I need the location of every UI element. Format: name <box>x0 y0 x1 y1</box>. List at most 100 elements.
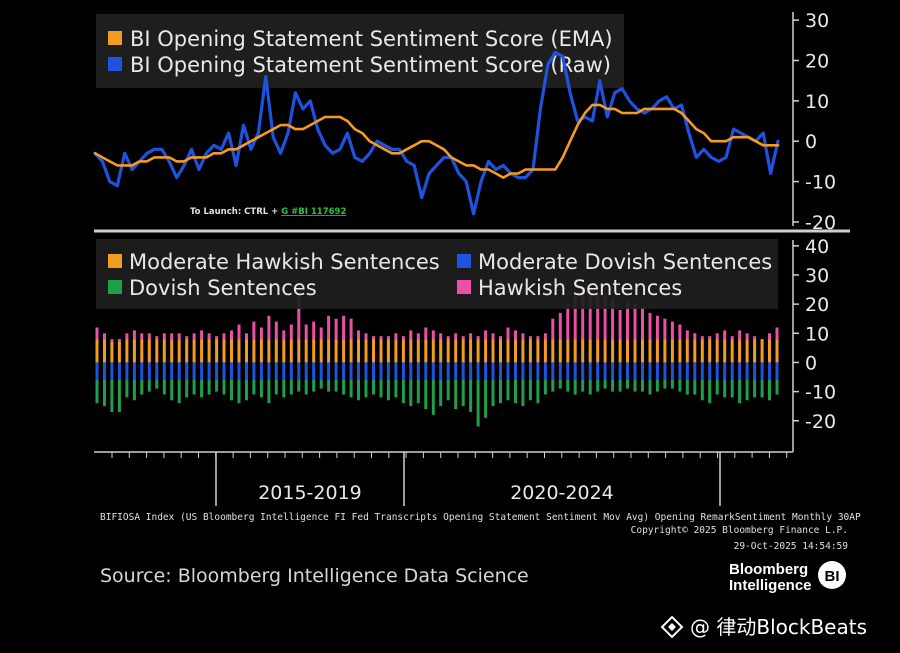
dovish-bar <box>155 379 159 389</box>
hawkish-bar <box>386 336 390 340</box>
moderate-dovish-bar <box>476 362 480 380</box>
hawkish-bar <box>663 318 667 340</box>
hawkish-bar <box>200 330 204 340</box>
hawkish-bar <box>117 339 121 342</box>
moderate-hawkish-bar <box>147 339 151 363</box>
dovish-bar <box>566 379 570 392</box>
moderate-dovish-bar <box>125 362 129 380</box>
moderate-dovish-bar <box>185 362 189 380</box>
bi-badge-text: BI <box>825 568 840 585</box>
moderate-dovish-bar <box>372 362 375 380</box>
dovish-bar <box>222 379 226 395</box>
period-label-2015-2019: 2015-2019 <box>258 482 362 504</box>
moderate-hawkish-bar <box>274 339 278 363</box>
moderate-hawkish-bar <box>715 339 719 363</box>
moderate-dovish-bar <box>274 362 278 380</box>
hawkish-bar <box>319 327 323 340</box>
moderate-dovish-bar <box>588 362 592 380</box>
moderate-dovish-bar <box>312 362 316 380</box>
moderate-dovish-bar <box>670 362 674 380</box>
hawkish-bar <box>259 327 263 340</box>
moderate-dovish-bar <box>506 362 510 380</box>
dovish-bar <box>162 379 166 395</box>
moderate-hawkish-bar <box>506 339 510 363</box>
moderate-hawkish-bar <box>528 339 532 363</box>
hawkish-bar <box>297 292 301 340</box>
launch-link[interactable]: G #BI 117692 <box>281 207 346 217</box>
moderate-dovish-bar <box>655 362 659 380</box>
moderate-hawkish-bar <box>678 339 682 363</box>
moderate-hawkish-bar <box>170 339 174 363</box>
dovish-bar <box>140 379 144 395</box>
hawkish-bar <box>476 336 480 340</box>
moderate-hawkish-bar <box>685 339 689 363</box>
dovish-bar <box>551 379 555 392</box>
dovish-bar <box>185 379 189 398</box>
moderate-dovish-bar <box>267 362 271 380</box>
moderate-dovish-bar <box>177 362 181 380</box>
moderate-hawkish-bar <box>708 339 712 363</box>
launch-hint: To Launch: CTRL + G #BI 117692 <box>190 207 346 217</box>
source-text: Source: Bloomberg Intelligence Data Scie… <box>100 565 529 587</box>
dovish-bar <box>633 379 637 392</box>
hawkish-bar <box>715 333 719 340</box>
dovish-bar <box>245 379 248 401</box>
dovish-bar <box>431 379 435 415</box>
moderate-hawkish-bar <box>439 339 443 363</box>
hawkish-bar <box>95 327 99 340</box>
dovish-bar <box>596 379 600 392</box>
hawkish-bar <box>581 289 585 340</box>
moderate-hawkish-bar <box>484 339 488 363</box>
dovish-bar <box>289 379 293 395</box>
dovish-bar <box>775 379 779 395</box>
dovish-bar <box>177 379 181 404</box>
hawkish-bar <box>170 333 174 340</box>
dovish-bar <box>110 379 114 412</box>
moderate-hawkish-bar <box>394 339 398 363</box>
moderate-hawkish-bar <box>581 339 585 363</box>
dovish-bar <box>715 379 719 395</box>
legend-label-moderate-hawkish: Moderate Hawkish Sentences <box>129 250 440 274</box>
dovish-bar <box>528 379 532 401</box>
bottom-tick-label: -20 <box>805 411 836 433</box>
dovish-bar <box>461 379 465 407</box>
top-y-axis: 30 20 10 0 -10 -20 <box>792 10 836 234</box>
moderate-hawkish-bar <box>775 339 779 363</box>
moderate-hawkish-bar <box>469 339 473 363</box>
dovish-bar <box>626 379 629 389</box>
dovish-bar <box>506 379 510 401</box>
hawkish-bar <box>753 336 757 340</box>
dovish-bar <box>342 379 346 395</box>
moderate-hawkish-bar <box>476 339 480 363</box>
moderate-hawkish-bar <box>431 339 435 363</box>
moderate-hawkish-bar <box>155 339 159 363</box>
dovish-bar <box>768 379 771 401</box>
hawkish-bar <box>499 336 502 340</box>
moderate-dovish-bar <box>723 362 727 380</box>
dovish-bar <box>230 379 233 401</box>
top-tick-label: 30 <box>805 10 829 32</box>
moderate-hawkish-bar <box>641 339 644 363</box>
dovish-bar <box>252 379 256 395</box>
moderate-dovish-bar <box>708 362 712 380</box>
hawkish-bar <box>768 333 771 340</box>
top-series-lines <box>93 50 780 216</box>
moderate-dovish-bar <box>386 362 390 380</box>
hawkish-bar <box>469 333 473 340</box>
moderate-dovish-bar <box>581 362 585 380</box>
moderate-dovish-bar <box>514 362 517 380</box>
hawkish-bar <box>611 298 615 340</box>
hawkish-bar <box>648 312 652 340</box>
hawkish-bar <box>342 315 346 340</box>
hawkish-bar <box>521 333 525 340</box>
moderate-dovish-bar <box>618 362 622 380</box>
moderate-dovish-bar <box>162 362 166 380</box>
moderate-dovish-bar <box>147 362 151 380</box>
moderate-dovish-bar <box>424 362 428 380</box>
moderate-hawkish-bar <box>588 339 592 363</box>
bottom-tick-label: 10 <box>805 323 829 345</box>
dovish-bar <box>274 379 278 395</box>
ema-line <box>93 103 780 179</box>
hawkish-bar <box>566 304 570 340</box>
moderate-hawkish-bar <box>252 339 256 363</box>
